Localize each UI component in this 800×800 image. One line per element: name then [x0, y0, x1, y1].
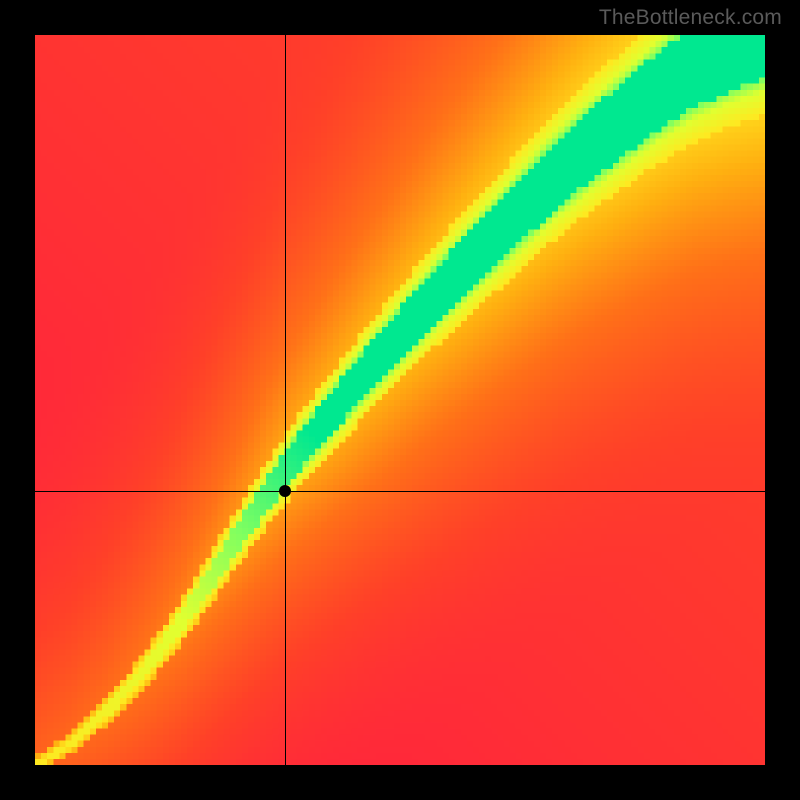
watermark-text: TheBottleneck.com [599, 6, 782, 30]
heatmap-plot [35, 35, 765, 765]
heatmap-canvas [35, 35, 765, 765]
